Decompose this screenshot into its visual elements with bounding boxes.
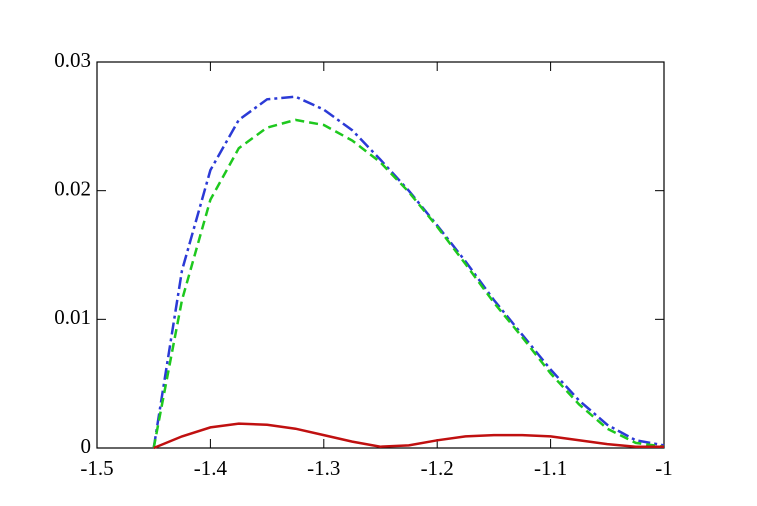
x-tick-label: -1.4 <box>194 456 228 480</box>
x-tick-label: -1 <box>655 456 673 480</box>
data-line <box>152 118 665 449</box>
x-tick-label: -1.3 <box>307 456 340 480</box>
x-tick-label: -1.2 <box>421 456 454 480</box>
y-tick-label: 0.01 <box>54 305 91 329</box>
y-tick-label: 0.02 <box>54 176 91 200</box>
x-tick-label: -1.1 <box>534 456 567 480</box>
data-line <box>153 422 664 450</box>
y-tick-label: 0 <box>81 434 92 458</box>
data-line <box>152 95 665 449</box>
y-tick-label: 0.03 <box>54 48 91 72</box>
plot-frame <box>96 61 665 449</box>
x-tick-label: -1.5 <box>80 456 113 480</box>
